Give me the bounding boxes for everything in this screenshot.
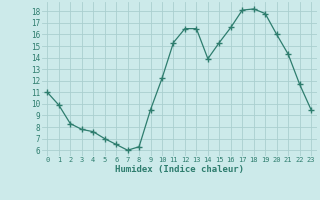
X-axis label: Humidex (Indice chaleur): Humidex (Indice chaleur) <box>115 165 244 174</box>
